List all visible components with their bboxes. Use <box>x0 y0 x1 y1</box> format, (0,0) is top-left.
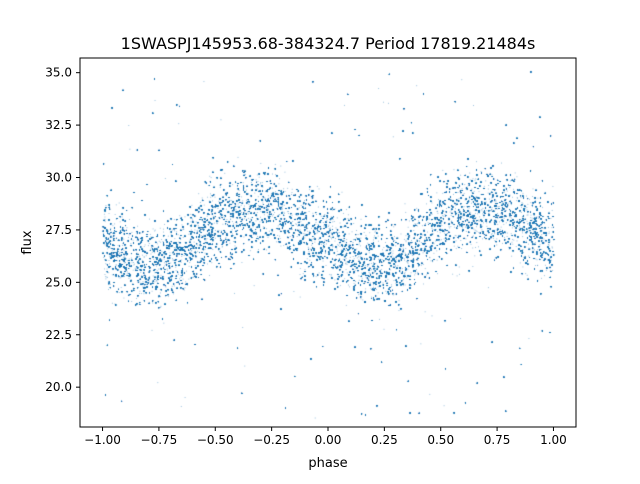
x-tick-label: 1.00 <box>540 433 567 447</box>
scatter-points-image <box>80 58 576 427</box>
y-axis: 20.0 22.5 25.0 27.5 30.0 32.5 35.0 <box>45 66 80 394</box>
y-tick-label: 35.0 <box>45 66 72 80</box>
x-tick-label: 0.50 <box>427 433 454 447</box>
y-tick-label: 20.0 <box>45 380 72 394</box>
y-tick-label: 30.0 <box>45 171 72 185</box>
x-tick-label: 0.00 <box>315 433 342 447</box>
chart-title: 1SWASPJ145953.68-384324.7 Period 17819.2… <box>121 34 536 53</box>
y-tick-label: 32.5 <box>45 118 72 132</box>
x-tick-label: 0.75 <box>484 433 511 447</box>
x-tick-label: −0.25 <box>253 433 290 447</box>
y-tick-label: 22.5 <box>45 328 72 342</box>
x-tick-label: −1.00 <box>84 433 121 447</box>
data-points <box>80 58 576 427</box>
y-axis-label: flux <box>20 230 35 254</box>
y-tick-label: 25.0 <box>45 275 72 289</box>
x-axis: −1.00 −0.75 −0.50 −0.25 0.00 0.25 0.50 0.75 1.00 <box>84 427 567 447</box>
x-tick-label: −0.50 <box>197 433 234 447</box>
x-tick-label: 0.25 <box>371 433 398 447</box>
x-tick-label: −0.75 <box>141 433 178 447</box>
plot-area-frame <box>79 57 577 428</box>
x-axis-label: phase <box>308 456 347 471</box>
y-tick-label: 27.5 <box>45 223 72 237</box>
